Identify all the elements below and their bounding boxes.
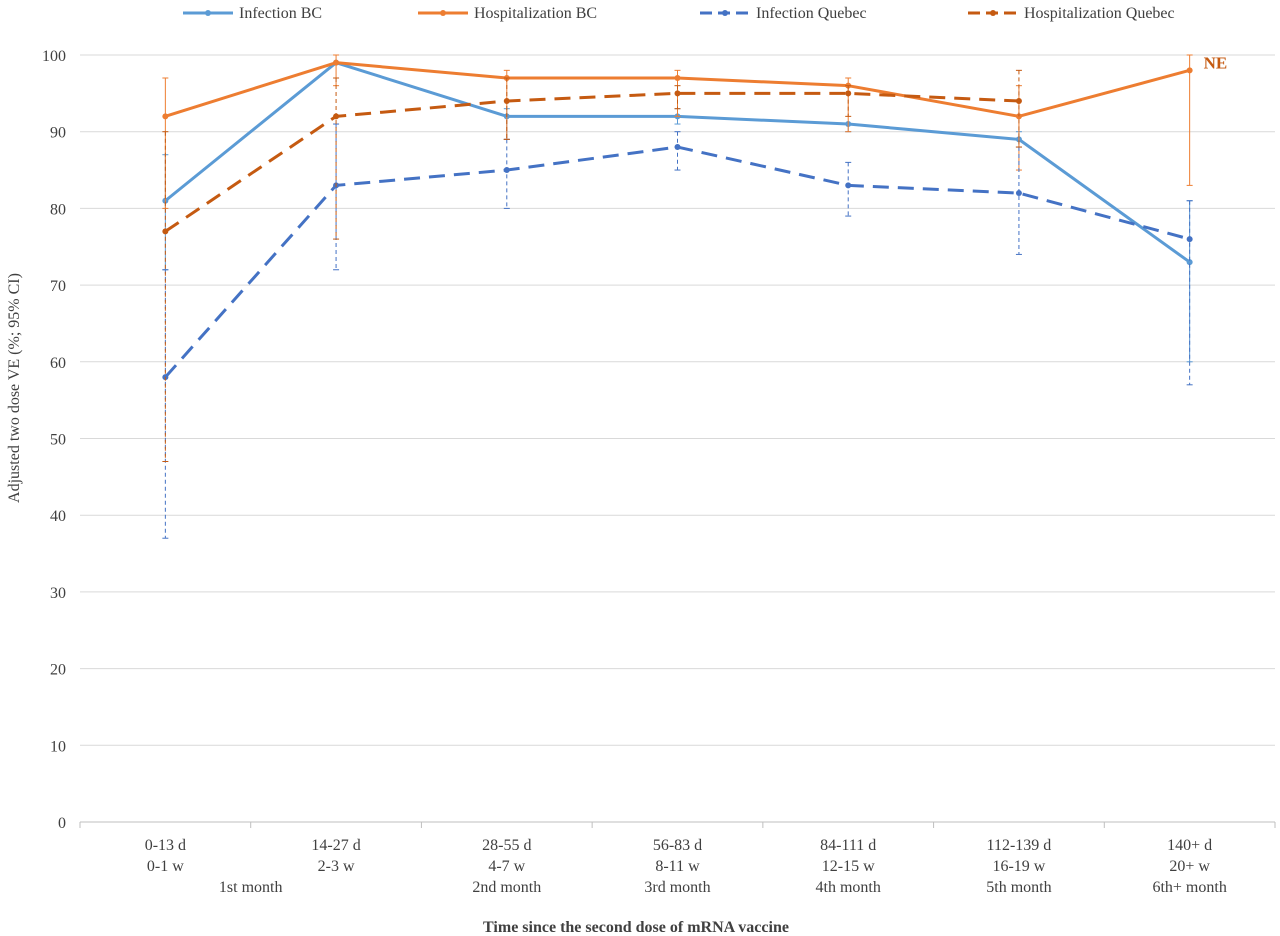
data-point	[674, 75, 681, 82]
x-tick-label: 5th month	[986, 879, 1051, 896]
legend-item: Hospitalization BC	[418, 5, 597, 22]
data-point	[845, 182, 852, 189]
data-point	[162, 228, 169, 235]
x-tick-label: 14-27 d	[311, 837, 360, 854]
y-tick-label: 70	[50, 278, 66, 295]
legend-label: Hospitalization BC	[474, 5, 597, 22]
x-tick-label: 28-55 d	[482, 837, 531, 854]
data-point	[1015, 98, 1022, 105]
y-tick-label: 40	[50, 508, 66, 525]
legend-item: Infection Quebec	[700, 5, 867, 22]
data-point	[674, 90, 681, 97]
x-tick-label: 12-15 w	[822, 858, 875, 875]
data-point	[845, 90, 852, 97]
data-point	[503, 167, 510, 174]
x-tick-label: 2-3 w	[318, 858, 355, 875]
y-tick-label: 0	[58, 815, 66, 832]
y-tick-label: 50	[50, 432, 66, 449]
x-tick-label: 4th month	[816, 879, 881, 896]
y-tick-label: 100	[42, 48, 66, 65]
data-point	[1186, 259, 1193, 266]
y-tick-label: 60	[50, 355, 66, 372]
series-group	[162, 54, 1193, 539]
x-tick-label: 2nd month	[472, 879, 541, 896]
data-point	[1186, 67, 1193, 74]
series-2	[162, 123, 1193, 539]
x-tick-label: 8-11 w	[655, 858, 700, 875]
x-tick-label: 140+ d	[1167, 837, 1212, 854]
x-tick-label: 56-83 d	[653, 837, 702, 854]
x-tick-label: 16-19 w	[992, 858, 1045, 875]
x-tick-label: 3rd month	[644, 879, 710, 896]
legend-label: Infection Quebec	[756, 5, 867, 22]
annotation-label: NE	[1204, 53, 1228, 72]
x-tick-label: 6th+ month	[1152, 879, 1226, 896]
series-1	[162, 54, 1193, 209]
x-tick-label: 20+ w	[1169, 858, 1210, 875]
legend: Infection BC Hospitalization BC Infection …	[183, 5, 1175, 22]
x-tick-label: 0-1 w	[147, 858, 184, 875]
y-tick-label: 30	[50, 585, 66, 602]
y-tick-label: 80	[50, 201, 66, 218]
y-tick-label: 20	[50, 662, 66, 679]
x-axis-label: Time since the second dose of mRNA vacci…	[483, 919, 789, 936]
legend-label: Hospitalization Quebec	[1024, 5, 1175, 22]
x-axis: 0-13 d 0-1 w 14-27 d 2-3 w 28-55 d 4-7 w 2nd m…	[79, 822, 1276, 896]
legend-item: Hospitalization Quebec	[968, 5, 1175, 22]
y-axis-ticks: 0 10 20 30 40 50 60 70 80 90 100	[42, 48, 66, 832]
x-tick-label: 84-111 d	[820, 837, 876, 854]
data-point	[162, 113, 169, 120]
legend-marker	[722, 10, 728, 16]
data-point	[503, 98, 510, 105]
x-group-label: 1st month	[219, 879, 283, 896]
data-point	[1015, 113, 1022, 120]
data-point	[333, 113, 340, 120]
legend-marker	[440, 10, 446, 16]
data-point	[674, 144, 681, 151]
data-point	[1015, 190, 1022, 197]
data-point	[1186, 236, 1193, 243]
x-tick-label: 0-13 d	[145, 837, 186, 854]
y-tick-label: 10	[50, 738, 66, 755]
y-axis-label: Adjusted two dose VE (%; 95% CI)	[6, 273, 23, 503]
legend-marker	[990, 10, 996, 16]
legend-item: Infection BC	[183, 5, 322, 22]
y-tick-label: 90	[50, 125, 66, 142]
legend-label: Infection BC	[239, 5, 322, 22]
x-tick-label: 4-7 w	[488, 858, 525, 875]
series-line	[164, 91, 1019, 233]
x-tick-label: 112-139 d	[987, 837, 1052, 854]
data-point	[333, 59, 340, 66]
legend-marker	[205, 10, 211, 16]
annotations: NE	[1204, 53, 1228, 72]
series-3	[162, 69, 1022, 463]
series-line	[164, 145, 1191, 379]
